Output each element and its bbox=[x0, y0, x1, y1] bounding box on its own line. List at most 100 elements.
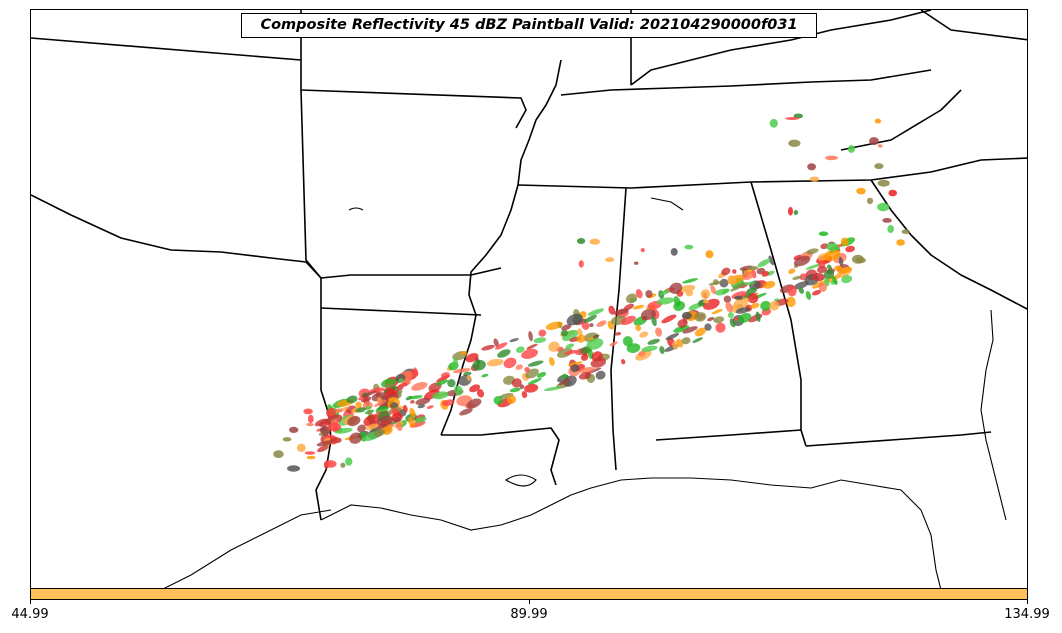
paintball-blob bbox=[324, 460, 337, 468]
paintball-blob bbox=[463, 371, 472, 376]
paintball-blob bbox=[901, 229, 910, 234]
paintball-blob bbox=[793, 281, 809, 290]
paintball-blob bbox=[747, 266, 759, 271]
paintball-blob bbox=[497, 349, 511, 358]
paintball-blob bbox=[327, 422, 341, 432]
state-border-ga-fl bbox=[805, 431, 992, 447]
colorbar-min-label: 44.99 bbox=[11, 607, 49, 622]
paintball-blob bbox=[681, 337, 691, 345]
paintball-blob bbox=[589, 323, 594, 328]
paintball-blob bbox=[525, 368, 539, 379]
lake-small-1 bbox=[348, 207, 364, 211]
paintball-blob bbox=[563, 375, 577, 387]
state-border-east bbox=[920, 10, 1027, 41]
paintball-blob bbox=[596, 320, 607, 327]
paintball-blob bbox=[882, 218, 892, 223]
paintball-blob bbox=[503, 357, 517, 369]
state-border-ok-west bbox=[300, 89, 322, 279]
paintball-blob bbox=[732, 269, 737, 274]
paintball-blob bbox=[806, 248, 819, 255]
paintball-blob bbox=[349, 432, 362, 444]
paintball-blob bbox=[374, 399, 387, 407]
state-border-ky-north bbox=[560, 69, 932, 96]
paintball-blob bbox=[583, 352, 588, 357]
paintball-blob bbox=[760, 300, 771, 311]
paintball-blob bbox=[673, 301, 686, 311]
paintball-blob bbox=[681, 311, 692, 320]
gulf-coast-ms-al bbox=[570, 477, 872, 496]
paintball-blob bbox=[746, 287, 757, 295]
paintball-blob bbox=[713, 316, 725, 324]
paintball-blob bbox=[638, 350, 646, 357]
paintball-blob bbox=[661, 314, 677, 324]
paintball-blob bbox=[495, 342, 508, 350]
paintball-blob bbox=[383, 382, 395, 388]
paintball-blob bbox=[896, 239, 905, 246]
paintball-blob bbox=[682, 278, 699, 284]
paintball-blob bbox=[805, 290, 812, 300]
paintball-blob bbox=[515, 364, 523, 370]
paintball-blob bbox=[834, 265, 842, 271]
paintball-blob bbox=[440, 372, 450, 378]
paintball-blob bbox=[852, 254, 864, 264]
paintball-blob bbox=[670, 248, 678, 256]
paintball-blob bbox=[769, 301, 780, 311]
paintball-blob bbox=[733, 297, 749, 309]
gulf-coast-louisiana bbox=[320, 494, 572, 531]
paintball-blob bbox=[361, 390, 377, 398]
paintball-blob bbox=[614, 332, 622, 336]
paintball-blob bbox=[823, 249, 841, 262]
paintball-blob bbox=[786, 296, 796, 308]
paintball-blob bbox=[548, 357, 555, 366]
map-canvas bbox=[31, 10, 1027, 588]
paintball-blob bbox=[741, 271, 755, 280]
red-river-border bbox=[31, 194, 322, 279]
paintball-blob bbox=[506, 395, 517, 404]
paintball-blob bbox=[826, 242, 839, 251]
paintball-blob bbox=[684, 244, 694, 250]
paintball-blob bbox=[725, 302, 733, 313]
paintball-blob bbox=[458, 374, 472, 386]
paintball-blob bbox=[527, 378, 542, 385]
paintball-blob bbox=[888, 189, 897, 197]
paintball-blob bbox=[317, 445, 329, 453]
paintball-blob bbox=[586, 338, 604, 350]
paintball-blob bbox=[565, 343, 575, 349]
paintball-blob bbox=[403, 404, 408, 413]
paintball-blob bbox=[306, 455, 316, 460]
state-border-al-ga bbox=[750, 181, 807, 447]
paintball-blob bbox=[454, 385, 463, 396]
paintball-blob bbox=[721, 267, 731, 276]
paintball-blob bbox=[316, 440, 334, 447]
state-border-ar-west bbox=[320, 278, 330, 416]
paintball-blob bbox=[578, 372, 591, 380]
paintball-blob bbox=[587, 308, 604, 316]
paintball-blob bbox=[515, 346, 525, 353]
paintball-blob bbox=[583, 315, 597, 323]
paintball-blob bbox=[635, 324, 642, 332]
paintball-blob bbox=[397, 382, 407, 388]
colorbar bbox=[30, 588, 1028, 600]
paintball-blob bbox=[452, 368, 471, 374]
paintball-blob bbox=[409, 407, 416, 418]
paintball-blob bbox=[788, 206, 793, 216]
paintball-blob bbox=[578, 366, 595, 374]
paintball-blob bbox=[788, 268, 796, 274]
paintball-blob bbox=[441, 399, 455, 406]
paintball-blob bbox=[734, 295, 743, 300]
paintball-blob bbox=[481, 373, 489, 378]
paintball-blob bbox=[548, 341, 560, 352]
paintball-blob bbox=[743, 281, 756, 286]
paintball-blob bbox=[396, 422, 403, 431]
paintball-blob bbox=[769, 118, 778, 128]
paintball-blob bbox=[673, 325, 690, 333]
paintball-blob bbox=[566, 313, 583, 326]
paintball-blob bbox=[576, 238, 586, 244]
gulf-coast-texas bbox=[163, 509, 332, 588]
paintball-blob bbox=[545, 321, 563, 330]
paintball-blob bbox=[707, 316, 715, 322]
paintball-blob bbox=[672, 341, 679, 350]
paintball-blob bbox=[877, 144, 883, 148]
paintball-blob bbox=[682, 326, 698, 334]
state-border-nc bbox=[930, 157, 1027, 173]
